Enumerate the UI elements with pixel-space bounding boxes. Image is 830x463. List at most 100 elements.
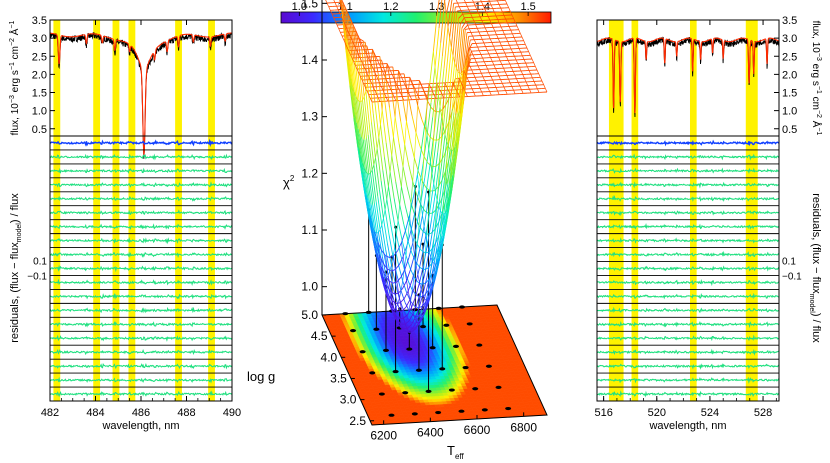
surface-mesh-line xyxy=(432,261,435,264)
surface-mesh-line xyxy=(460,29,466,74)
left-residual-line xyxy=(50,306,232,314)
surface-mesh-line xyxy=(435,240,441,265)
surface-mesh-line xyxy=(385,255,390,258)
surface-mesh-line xyxy=(504,71,508,76)
surface-mesh-line xyxy=(503,68,506,72)
surface-mesh-line xyxy=(365,171,370,202)
surface-mesh-line xyxy=(453,114,457,138)
surface-mesh-line xyxy=(334,2,337,7)
surface-mesh-line xyxy=(463,89,466,104)
surface-mesh-line xyxy=(443,26,449,69)
surface-mesh-line xyxy=(408,313,414,321)
surface-mesh-line xyxy=(447,119,450,146)
surface-mesh-line xyxy=(409,299,412,308)
surface-mesh-line xyxy=(340,0,346,31)
surface-mesh-line xyxy=(394,269,398,283)
surface-mesh-line xyxy=(388,295,394,310)
surface-mesh-line xyxy=(424,300,427,310)
surface-mesh-line xyxy=(385,277,391,296)
surface-mesh-line xyxy=(337,9,341,14)
surface-mesh-line xyxy=(415,322,421,330)
surface-mesh-line xyxy=(421,118,427,130)
surface-mesh-line xyxy=(525,44,528,49)
surface-mesh-line xyxy=(357,34,363,50)
surface-mesh-line xyxy=(525,81,529,86)
surface-mesh-line xyxy=(430,67,436,103)
surface-mesh-line xyxy=(360,99,363,103)
surface-mesh-line xyxy=(374,231,377,234)
surface-mesh-line xyxy=(469,47,472,52)
surface-mesh-line xyxy=(397,242,402,252)
surface-mesh-line xyxy=(360,42,364,47)
surface-mesh-line xyxy=(404,323,408,329)
surface-mesh-line xyxy=(415,132,421,147)
surface-mesh-line xyxy=(438,235,444,259)
surface-mesh-line xyxy=(399,318,405,327)
surface-mesh-line xyxy=(396,70,399,95)
left-residual-line xyxy=(50,181,232,188)
surface-mesh-line xyxy=(344,5,347,10)
surface-mesh-line xyxy=(433,111,436,141)
left-residual-line xyxy=(50,251,232,258)
surface-mesh-line xyxy=(399,298,405,304)
surface-mesh-line xyxy=(374,71,377,76)
surface-mesh-line xyxy=(505,90,508,95)
surface-mesh-line xyxy=(369,79,372,84)
surface-mesh-line xyxy=(525,62,528,67)
surface-mesh-line xyxy=(387,125,393,156)
surface-mesh-line xyxy=(420,289,424,295)
right-y-tick-label: 1.0 xyxy=(782,106,797,118)
grid-point-dot xyxy=(435,410,442,415)
surface-mesh-line xyxy=(492,79,495,84)
surface-mesh-line xyxy=(462,66,465,71)
surface-mesh-line xyxy=(364,68,367,73)
surface-mesh-line xyxy=(417,80,420,106)
chi2-tick-label: 1.1 xyxy=(301,223,318,237)
surface-mesh-line xyxy=(394,246,400,266)
surface-mesh-line xyxy=(455,149,458,165)
surface-mesh-line xyxy=(432,237,437,262)
surface-mesh-line xyxy=(386,285,392,292)
surface-mesh-line xyxy=(445,209,448,214)
surface-mesh-line xyxy=(425,298,430,312)
surface-mesh-line xyxy=(506,3,509,8)
surface-mesh-line xyxy=(416,311,421,323)
surface-mesh-line xyxy=(465,21,468,26)
left-residual-line xyxy=(50,209,232,216)
surface-mesh-line xyxy=(428,149,431,162)
surface-mesh-line xyxy=(417,174,420,190)
surface-mesh-line xyxy=(350,78,356,116)
plane-axes: 6200 6400 6600 6800 2.5 3.0 3.5 4.0 4.5 5.0 xyxy=(301,308,537,442)
surface-mesh-line xyxy=(370,169,373,174)
surface-mesh-line xyxy=(389,172,395,199)
surface-mesh-line xyxy=(494,12,497,17)
surface-mesh-line xyxy=(409,215,412,230)
surface-mesh-line xyxy=(461,103,464,117)
surface-mesh-line xyxy=(358,101,364,140)
surface-mesh-line xyxy=(470,84,473,89)
grid-point-dot xyxy=(342,312,349,316)
surface-mesh-line xyxy=(333,0,336,3)
surface-mesh-line xyxy=(396,320,400,326)
surface-mesh-line xyxy=(535,66,538,71)
surface-mesh-line xyxy=(522,55,525,60)
surface-mesh-line xyxy=(378,254,384,264)
surface-mesh-line xyxy=(384,275,390,282)
surface-mesh-line xyxy=(469,66,473,71)
surface-mesh-line xyxy=(415,244,418,262)
surface-mesh-line xyxy=(349,16,352,21)
surface-mesh-line xyxy=(377,241,383,251)
surface-mesh-line xyxy=(480,35,483,40)
surface-mesh-line xyxy=(444,134,448,142)
surface-mesh-line xyxy=(374,242,380,255)
surface-mesh-line xyxy=(458,78,462,83)
surface-mesh-line xyxy=(364,49,367,54)
surface-mesh-line xyxy=(352,23,355,28)
surface-mesh-line xyxy=(466,77,470,82)
surface-mesh-line xyxy=(392,93,395,98)
surface-mesh-line xyxy=(395,315,400,319)
surface-mesh-line xyxy=(346,28,349,33)
surface-mesh-line xyxy=(429,263,432,279)
surface-mesh-line xyxy=(368,212,371,220)
